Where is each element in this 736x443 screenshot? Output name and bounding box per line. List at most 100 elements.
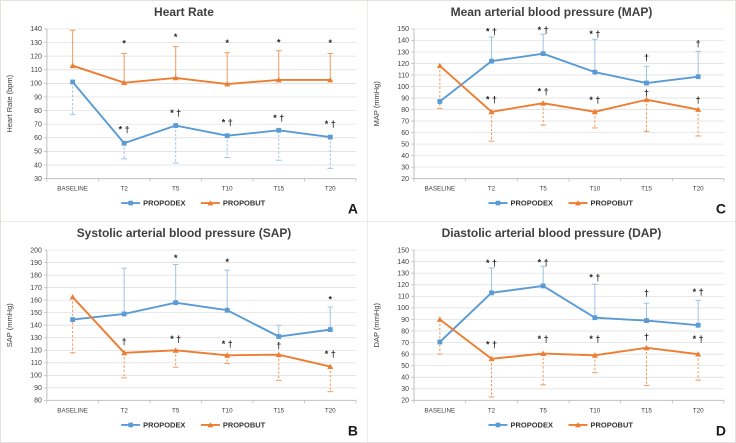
x-tick-label: T15	[273, 186, 284, 193]
legend-label: PROPOBUT	[223, 199, 266, 208]
y-tick-label: 110	[398, 293, 409, 300]
significance-annotation: * †	[325, 348, 336, 358]
data-point-marker	[437, 339, 443, 344]
y-tick-label: 110	[31, 360, 42, 367]
significance-annotation: * †	[589, 95, 600, 105]
data-point-marker	[489, 58, 494, 64]
y-tick-label: 40	[401, 153, 409, 160]
x-tick-label: T10	[589, 186, 600, 193]
y-tick-label: 110	[31, 67, 42, 74]
significance-annotation: *	[174, 32, 178, 42]
y-tick-label: 90	[401, 95, 409, 102]
y-tick-label: 110	[398, 72, 409, 79]
y-tick-label: 150	[397, 26, 409, 33]
y-tick-label: 90	[34, 385, 42, 392]
y-tick-label: 20	[401, 176, 409, 183]
x-tick-label: T10	[222, 186, 233, 193]
significance-annotation: * †	[170, 108, 181, 118]
data-point-marker	[488, 355, 495, 361]
significance-annotation: * †	[222, 118, 233, 128]
y-tick-label: 120	[397, 61, 409, 68]
x-tick-label: T10	[222, 407, 233, 414]
significance-annotation: †	[644, 332, 649, 342]
chart-title: Mean arterial blood pressure (MAP)	[451, 5, 653, 19]
y-tick-label: 40	[401, 374, 409, 381]
y-tick-label: 200	[30, 247, 42, 254]
data-point-marker	[540, 283, 546, 288]
data-point-marker	[591, 351, 598, 358]
x-tick-label: T2	[488, 186, 496, 193]
y-tick-label: 80	[401, 107, 409, 114]
significance-annotation: * †	[538, 25, 549, 35]
data-point-marker	[70, 316, 76, 322]
significance-annotation: †	[644, 288, 649, 298]
x-tick-label: T2	[121, 407, 129, 414]
x-tick-label: T2	[121, 186, 129, 193]
panel-letter: D	[716, 422, 726, 438]
significance-annotation: *	[329, 294, 333, 304]
y-tick-label: 60	[401, 351, 409, 358]
y-tick-label: 100	[30, 81, 42, 88]
y-tick-label: 70	[401, 339, 409, 346]
y-tick-label: 100	[397, 305, 409, 312]
data-point-marker	[224, 81, 231, 87]
x-tick-label: BASELINE	[57, 186, 88, 193]
y-axis-title: SAP (mmHg)	[5, 302, 14, 347]
significance-annotation: *	[277, 37, 281, 47]
y-tick-label: 30	[34, 176, 42, 183]
legend-marker	[207, 421, 214, 427]
chart-background	[368, 221, 735, 442]
x-tick-label: T15	[273, 407, 284, 414]
significance-annotation: *	[225, 38, 229, 48]
panel-letter: C	[716, 201, 726, 217]
data-point-marker	[643, 96, 650, 103]
x-tick-label: T20	[325, 186, 336, 193]
data-point-marker	[591, 108, 598, 115]
y-tick-label: 130	[30, 335, 42, 342]
significance-annotation: †	[644, 53, 649, 63]
y-tick-label: 90	[34, 94, 42, 101]
data-point-marker	[436, 315, 443, 322]
y-tick-label: 180	[30, 272, 42, 279]
significance-annotation: * †	[589, 333, 600, 343]
legend-marker	[575, 200, 581, 206]
y-tick-label: 120	[30, 53, 42, 60]
x-tick-label: T15	[641, 407, 652, 414]
series-line-propodex	[439, 52, 699, 103]
y-tick-label: 100	[397, 84, 409, 91]
chart-panel-d: 20 30 40 50 60 70 80 90 100 110 120 130 140 150 BASELI…	[368, 221, 735, 442]
data-point-marker	[275, 76, 282, 83]
data-point-marker	[592, 69, 598, 75]
data-point-marker	[695, 350, 702, 357]
chart-panel-c: 20 30 40 50 60 70 80 90 100 110 120 130 140 150 BASELI…	[368, 1, 735, 222]
significance-annotation: *	[174, 252, 178, 262]
significance-annotation: †	[696, 95, 701, 105]
series-line-propodex	[71, 81, 331, 145]
data-point-marker	[327, 326, 333, 332]
significance-annotation: * †	[538, 257, 549, 267]
data-point-marker	[643, 344, 650, 350]
chart-panel-a: 30 40 50 60 70 80 90 100 110 120 130 140 BASELINE T2 T…	[1, 1, 368, 222]
y-tick-label: 190	[30, 259, 42, 266]
significance-annotation: †	[696, 39, 701, 49]
y-tick-label: 140	[397, 258, 409, 265]
data-point-marker	[489, 289, 494, 295]
legend-marker	[495, 200, 501, 206]
y-tick-label: 170	[30, 284, 42, 291]
y-tick-label: 140	[30, 26, 42, 33]
x-tick-label: T5	[172, 407, 180, 414]
x-tick-label: T10	[589, 407, 600, 414]
y-tick-label: 120	[397, 282, 409, 289]
x-tick-label: BASELINE	[424, 407, 455, 414]
series-line-propobut	[71, 295, 331, 368]
x-tick-label: T2	[488, 407, 496, 414]
data-point-marker	[70, 79, 76, 85]
significance-annotation: * †	[589, 272, 600, 282]
significance-annotation: * †	[486, 27, 497, 37]
data-point-marker	[695, 322, 701, 328]
data-point-marker	[69, 62, 76, 69]
data-point-marker	[695, 74, 701, 80]
significance-annotation: * †	[538, 333, 549, 343]
legend-marker	[495, 422, 501, 427]
data-point-marker	[644, 317, 649, 323]
